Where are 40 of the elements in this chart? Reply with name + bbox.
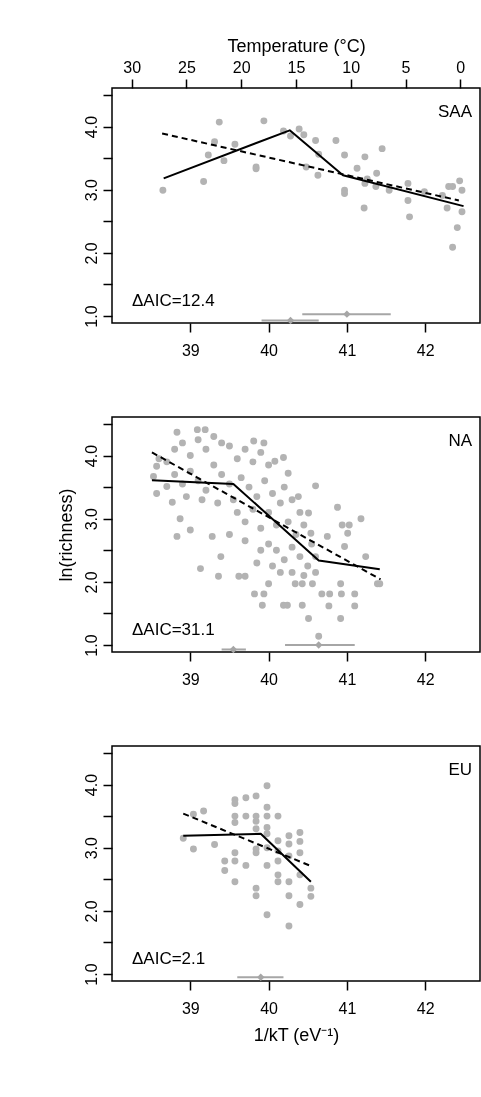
annotation: ΔAIC=12.4 <box>132 291 215 310</box>
y-tick-label: 1.0 <box>82 305 100 328</box>
x2-axis-title: Temperature (°C) <box>227 35 366 56</box>
y-tick-label: 3.0 <box>82 178 100 202</box>
x2-tick-label: 30 <box>123 58 142 76</box>
y-tick-label: 1.0 <box>82 963 100 986</box>
x-axis-title: 1/kT (eV⁻¹) <box>253 1024 340 1045</box>
x-tick-label: 40 <box>260 341 279 359</box>
y-tick-label: 4.0 <box>82 444 100 468</box>
y-tick-label: 4.0 <box>82 115 100 139</box>
annotation: ΔAIC=2.1 <box>132 949 206 968</box>
y-tick-label: 1.0 <box>82 634 100 657</box>
y-tick-label: 3.0 <box>82 836 100 860</box>
text: EU <box>448 760 472 779</box>
x-tick-label: 42 <box>416 999 435 1017</box>
x-tick-label: 42 <box>416 670 435 688</box>
x2-tick-label: 20 <box>232 58 251 76</box>
x2-tick-label: 15 <box>287 58 306 76</box>
x-tick-label: 39 <box>181 670 200 688</box>
text: NA <box>448 431 473 450</box>
y-tick-label: 2.0 <box>82 571 100 594</box>
x-tick-label: 39 <box>181 999 200 1017</box>
x2-tick-label: 0 <box>456 58 466 76</box>
x-tick-label: 40 <box>260 670 279 688</box>
y-tick-label: 3.0 <box>82 507 100 531</box>
x2-tick-label: 10 <box>342 58 361 76</box>
y-tick-label: 2.0 <box>82 242 100 265</box>
x2-tick-label: 5 <box>401 58 411 76</box>
x-tick-label: 40 <box>260 999 279 1017</box>
text: SAA <box>437 102 473 121</box>
x-tick-label: 42 <box>416 341 435 359</box>
x-tick-label: 41 <box>338 341 357 359</box>
x-tick-label: 41 <box>338 670 357 688</box>
annotation: ΔAIC=31.1 <box>132 620 215 639</box>
y-tick-label: 4.0 <box>82 773 100 797</box>
y-axis-title: ln(richness) <box>55 488 76 582</box>
x2-tick-label: 25 <box>178 58 196 76</box>
y-tick-label: 2.0 <box>82 900 100 923</box>
x-tick-label: 41 <box>338 999 357 1017</box>
x-tick-label: 39 <box>181 341 200 359</box>
